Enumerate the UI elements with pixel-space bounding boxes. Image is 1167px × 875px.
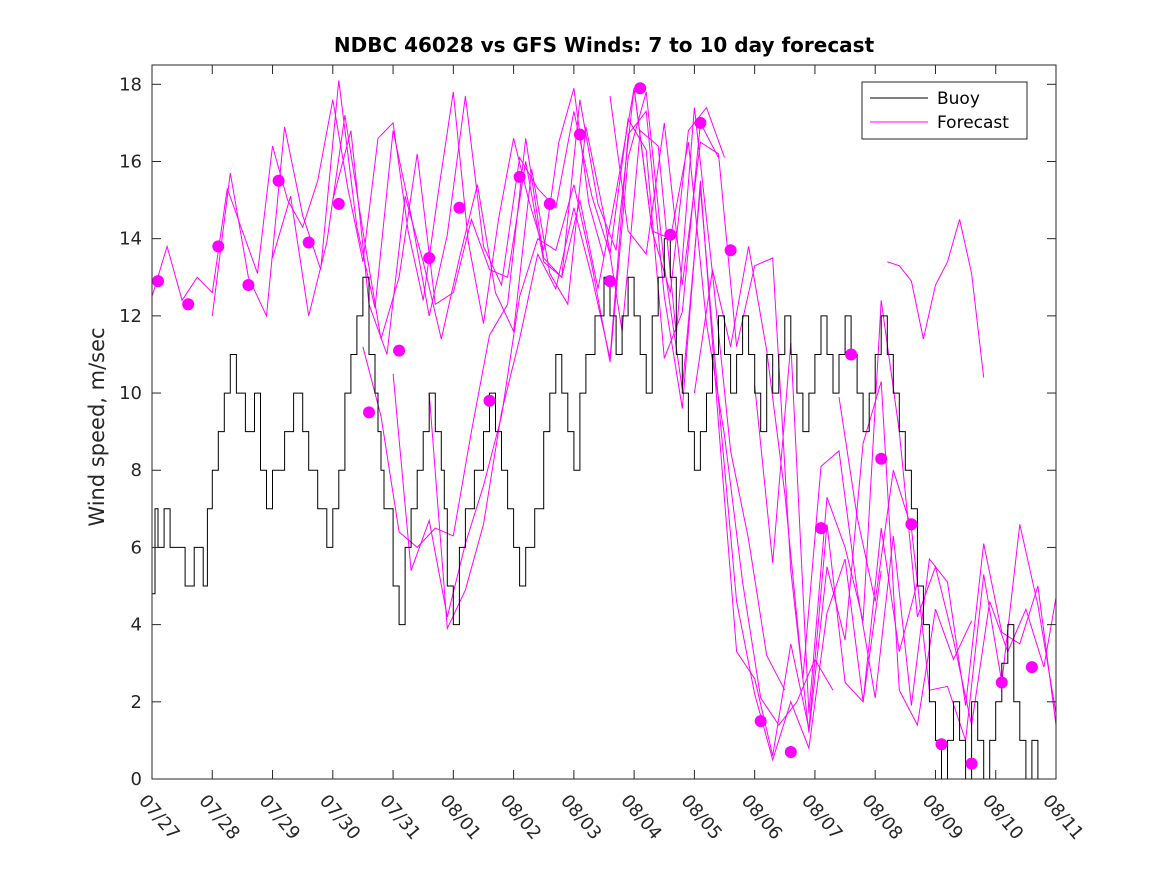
forecast-marker [815, 522, 827, 535]
forecast-marker [724, 244, 737, 257]
y-tick-label: 12 [119, 306, 142, 327]
forecast-marker [453, 201, 466, 214]
forecast-marker [393, 344, 406, 357]
forecast-marker [1025, 661, 1038, 674]
forecast-marker [513, 170, 526, 183]
forecast-run-line-8 [609, 95, 973, 733]
forecast-marker [935, 738, 948, 751]
legend-box [861, 81, 1028, 140]
y-tick-label: 6 [131, 537, 142, 558]
legend-buoy-label: Buoy [937, 89, 980, 109]
forecast-marker [182, 298, 195, 311]
chart-title: NDBC 46028 vs GFS Winds: 7 to 10 day for… [334, 33, 875, 57]
y-axis-label: Wind speed, m/sec [85, 327, 109, 526]
y-tick-label: 0 [131, 769, 142, 790]
forecast-marker [543, 197, 556, 210]
buoy-line [152, 238, 1044, 779]
forecast-marker [302, 236, 315, 249]
forecast-marker [152, 275, 164, 288]
forecast-marker [634, 82, 647, 95]
forecast-marker [604, 275, 616, 288]
forecast-marker [754, 715, 767, 728]
buoy-series [152, 238, 1044, 779]
forecast-run-line-5 [362, 88, 834, 726]
forecast-marker [995, 676, 1008, 689]
forecast-marker [784, 746, 797, 758]
forecast-marker [694, 116, 707, 129]
forecast-run-line-12 [887, 219, 985, 378]
legend: Buoy Forecast [861, 81, 1028, 140]
y-tick-label: 4 [131, 615, 142, 636]
y-tick-label: 2 [131, 692, 142, 713]
forecast-run-line-9 [693, 246, 1056, 726]
forecast-marker [875, 452, 888, 465]
forecast-marker [664, 228, 677, 241]
forecast-marker [272, 174, 285, 187]
forecast-marker [423, 252, 436, 264]
y-tick-label: 10 [119, 383, 142, 404]
y-axis: 0 2 4 6 8 10 12 14 16 18 [119, 74, 1056, 790]
forecast-markers [152, 82, 1038, 770]
y-tick-label: 16 [119, 151, 142, 172]
forecast-run-line-11 [838, 396, 1056, 741]
plot-area-frame [151, 64, 1057, 780]
forecast-marker [573, 128, 586, 141]
y-tick-label: 14 [119, 229, 142, 250]
forecast-marker [363, 406, 375, 419]
forecast-marker [332, 197, 345, 210]
y-tick-label: 8 [131, 460, 142, 481]
legend-forecast-label: Forecast [937, 113, 1009, 133]
forecast-marker [242, 279, 255, 291]
forecast-marker [845, 348, 858, 361]
forecast-marker [212, 240, 225, 253]
forecast-run-line-2 [211, 80, 719, 359]
forecast-marker [483, 394, 496, 407]
forecast-run-line-6 [392, 91, 882, 762]
forecast-marker [965, 757, 978, 770]
y-tick-label: 18 [119, 74, 142, 95]
forecast-run-line-4 [332, 107, 786, 691]
forecast-marker [905, 518, 918, 531]
